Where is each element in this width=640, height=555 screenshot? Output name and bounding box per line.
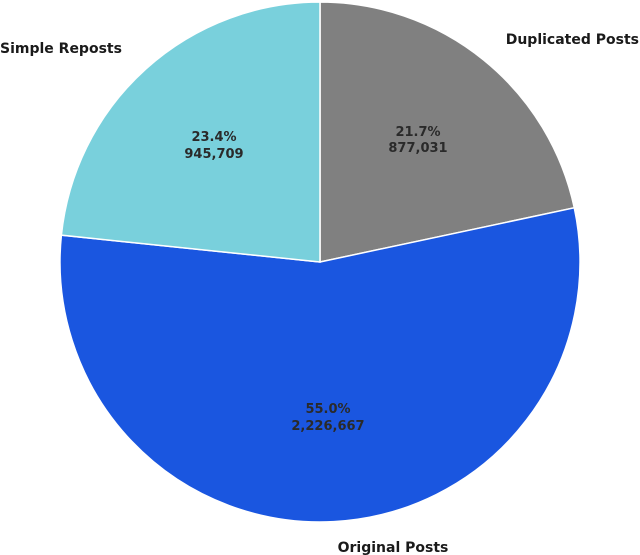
pie-slice-original-posts [59,206,581,523]
percent-label-duplicated-posts: 21.7% [395,125,440,140]
percent-label-simple-reposts: 23.4% [191,130,236,145]
value-label-original-posts: 2,226,667 [291,419,364,434]
category-label-simple-reposts: Simple Reposts [0,41,122,57]
value-label-duplicated-posts: 877,031 [388,141,447,156]
pie-slices [59,1,581,523]
pie-slice-simple-reposts [60,1,321,263]
category-label-original-posts: Original Posts [338,540,449,555]
category-label-duplicated-posts: Duplicated Posts [506,32,639,48]
pie-slice-duplicated-posts [319,1,576,263]
percent-label-original-posts: 55.0% [305,402,350,417]
value-label-simple-reposts: 945,709 [184,147,243,162]
